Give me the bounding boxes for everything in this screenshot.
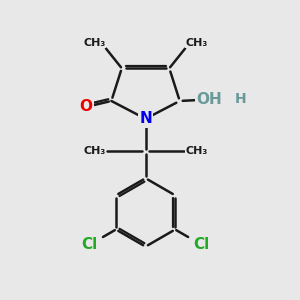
Text: OH: OH bbox=[196, 92, 222, 107]
Text: Cl: Cl bbox=[193, 237, 209, 252]
Text: N: N bbox=[139, 111, 152, 126]
Text: CH₃: CH₃ bbox=[83, 38, 106, 48]
Text: CH₃: CH₃ bbox=[186, 146, 208, 157]
Text: CH₃: CH₃ bbox=[83, 146, 105, 157]
Text: Cl: Cl bbox=[82, 237, 98, 252]
Text: H: H bbox=[235, 92, 247, 106]
Text: CH₃: CH₃ bbox=[185, 38, 208, 48]
Text: O: O bbox=[80, 99, 93, 114]
